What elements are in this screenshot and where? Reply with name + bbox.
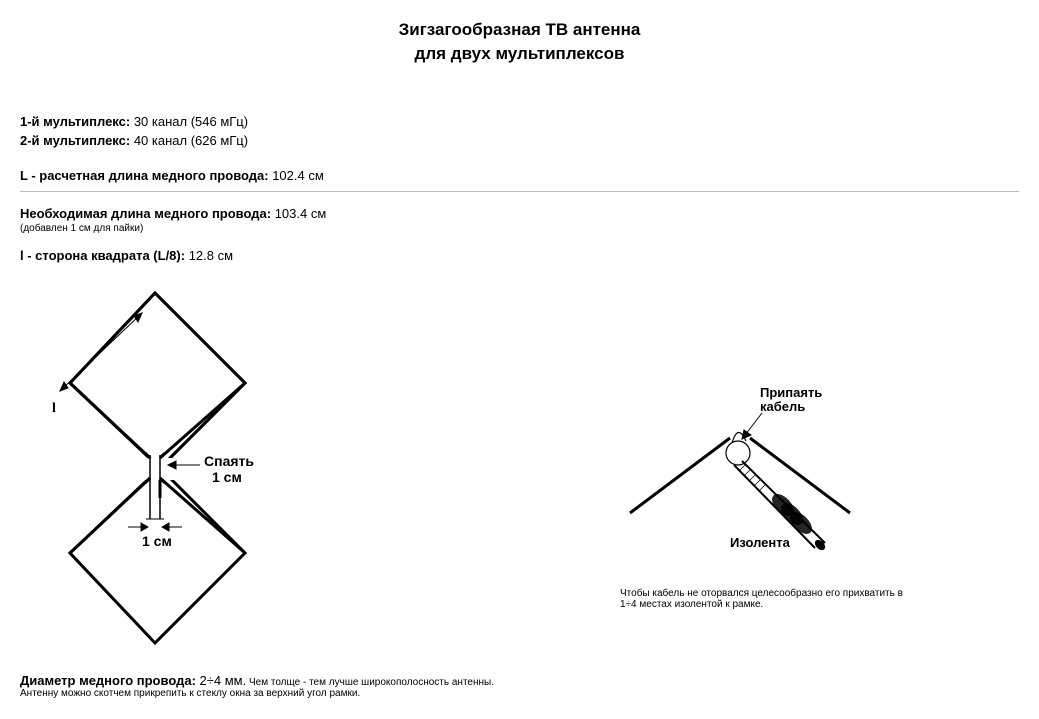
cable-note: Чтобы кабель не оторвался целесообразно … xyxy=(620,588,920,610)
wire-diameter-row: Диаметр медного провода: 2÷4 мм. Чем тол… xyxy=(20,673,1019,688)
solder-label-2: 1 см xyxy=(212,469,242,485)
wire-diameter-label: Диаметр медного провода: xyxy=(20,673,196,688)
mux2-value: 40 канал (626 мГц) xyxy=(130,133,248,148)
needed-length-label: Необходимая длина медного провода: xyxy=(20,206,271,221)
calc-length-label: L - расчетная длина медного провода: xyxy=(20,168,269,183)
wire-diameter-note: Чем толще - тем лучше широкополосность а… xyxy=(246,677,494,688)
diagrams-container: l Спаять 1 см 1 см xyxy=(20,283,1019,653)
side-length-value: 12.8 см xyxy=(185,248,233,263)
calc-length-value: 102.4 см xyxy=(269,168,324,183)
mux2-label: 2-й мультиплекс: xyxy=(20,133,130,148)
mux1-label: 1-й мультиплекс: xyxy=(20,114,130,129)
needed-length-note: (добавлен 1 см для пайки) xyxy=(20,223,1019,234)
side-length-row: l - сторона квадрата (L/8): 12.8 см xyxy=(20,248,1019,263)
solder-label-1: Спаять xyxy=(204,453,254,469)
needed-length-row: Необходимая длина медного провода: 103.4… xyxy=(20,206,1019,221)
gap-label: 1 см xyxy=(142,533,172,549)
page-subtitle: для двух мультиплексов xyxy=(20,44,1019,64)
cable-diagram: Припаять кабель Изолента Чтобы кабель не… xyxy=(620,383,920,610)
page-title: Зигзагообразная ТВ антенна xyxy=(20,20,1019,40)
l-label: l xyxy=(52,401,56,417)
tape-label: Изолента xyxy=(730,535,790,550)
needed-length-value: 103.4 см xyxy=(271,206,326,221)
wire-diameter-value: 2÷4 мм. xyxy=(196,673,246,688)
side-length-label: l - сторона квадрата (L/8): xyxy=(20,248,185,263)
mount-note: Антенну можно скотчем прикрепить к стекл… xyxy=(20,688,1019,699)
cable-label-2: кабель xyxy=(760,399,805,414)
mux1-row: 1-й мультиплекс: 30 канал (546 мГц) xyxy=(20,114,1019,129)
antenna-svg xyxy=(20,283,300,653)
divider-line xyxy=(20,191,1019,192)
calc-length-row: L - расчетная длина медного провода: 102… xyxy=(20,168,1019,183)
mux1-value: 30 канал (546 мГц) xyxy=(130,114,248,129)
mux2-row: 2-й мультиплекс: 40 канал (626 мГц) xyxy=(20,133,1019,148)
antenna-diagram: l Спаять 1 см 1 см xyxy=(20,283,300,653)
cable-label-1: Припаять xyxy=(760,385,822,400)
cable-svg xyxy=(620,383,880,553)
